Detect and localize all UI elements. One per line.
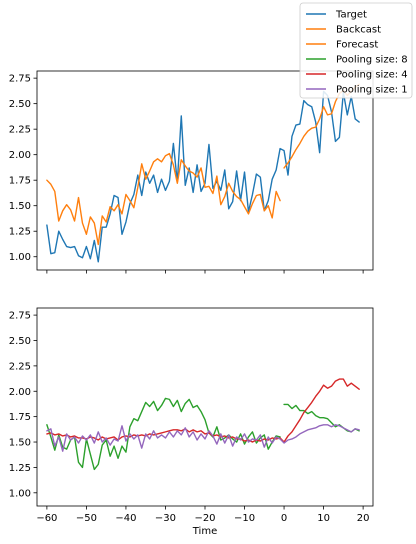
- bottom-x-tick-label: −40: [115, 513, 136, 524]
- bottom-axes-frame: [36, 307, 374, 507]
- bottom-x-tick-label: −60: [36, 513, 57, 524]
- top-ticks-group: 1.00 1.25 1.50 1.75 2.00 2.25 2.50 2.75: [9, 74, 364, 274]
- bottom-series-pooling-size-8-forecast: [283, 403, 360, 433]
- bottom-y-tick-label: 2.75: [9, 311, 31, 322]
- bottom-x-tick-label: −10: [234, 513, 255, 524]
- bottom-x-tick-label: 20: [357, 513, 370, 524]
- top-y-tick-label: 2.25: [9, 125, 31, 136]
- top-y-tick-label: 1.75: [9, 176, 31, 187]
- top-series-group: [46, 83, 360, 263]
- top-y-tick-label: 2.75: [9, 74, 31, 85]
- bottom-series-pooling-size-4: [46, 378, 360, 443]
- legend-label-backcast: Backcast: [336, 25, 381, 36]
- bottom-y-tick-label: 2.00: [9, 387, 31, 398]
- legend-label-pooling-size-8: Pooling size: 8: [336, 55, 408, 66]
- bottom-y-tick-label: 1.75: [9, 412, 31, 423]
- legend-label-target: Target: [335, 10, 367, 21]
- bottom-y-tick-label: 1.00: [9, 488, 31, 499]
- bottom-y-tick-label: 1.25: [9, 463, 31, 474]
- top-y-tick-label: 2.00: [9, 150, 31, 161]
- legend-items: Target Backcast Forecast Pooling size: 8 Poo…: [306, 10, 408, 96]
- top-y-tick-label: 2.50: [9, 99, 31, 110]
- bottom-x-tick-label: −30: [155, 513, 176, 524]
- legend-box: [299, 2, 413, 99]
- top-series-backcast: [46, 152, 281, 246]
- top-y-tick-label: 1.50: [9, 201, 31, 212]
- top-y-tick-label: 1.00: [9, 252, 31, 263]
- bottom-ticks-group: 1.00 1.25 1.50 1.75 2.00 2.25 2.50 2.75 −60 −50 −4…: [9, 311, 370, 524]
- bottom-y-tick-label: 2.25: [9, 361, 31, 372]
- bottom-x-tick-label: −20: [194, 513, 215, 524]
- bottom-y-tick-label: 1.50: [9, 438, 31, 449]
- legend-label-pooling-size-4: Pooling size: 4: [336, 70, 408, 81]
- bottom-x-tick-label: 10: [317, 513, 330, 524]
- legend: Target Backcast Forecast Pooling size: 8 Poo…: [299, 2, 413, 99]
- x-axis-label: Time: [192, 526, 217, 537]
- bottom-x-tick-label: −50: [76, 513, 97, 524]
- top-y-tick-label: 1.25: [9, 227, 31, 238]
- bottom-series-pooling-size-8: [46, 397, 281, 471]
- top-series-target: [46, 90, 360, 263]
- bottom-series-group: [46, 378, 360, 471]
- legend-label-pooling-size-1: Pooling size: 1: [336, 85, 408, 96]
- top-panel: 1.00 1.25 1.50 1.75 2.00 2.25 2.50 2.75: [9, 70, 374, 274]
- bottom-y-tick-label: 2.50: [9, 336, 31, 347]
- legend-label-forecast: Forecast: [336, 40, 378, 51]
- bottom-series-pooling-size-1: [46, 424, 360, 452]
- bottom-x-tick-label: 0: [281, 513, 287, 524]
- bottom-panel: 1.00 1.25 1.50 1.75 2.00 2.25 2.50 2.75 −60 −50 −4…: [9, 307, 374, 537]
